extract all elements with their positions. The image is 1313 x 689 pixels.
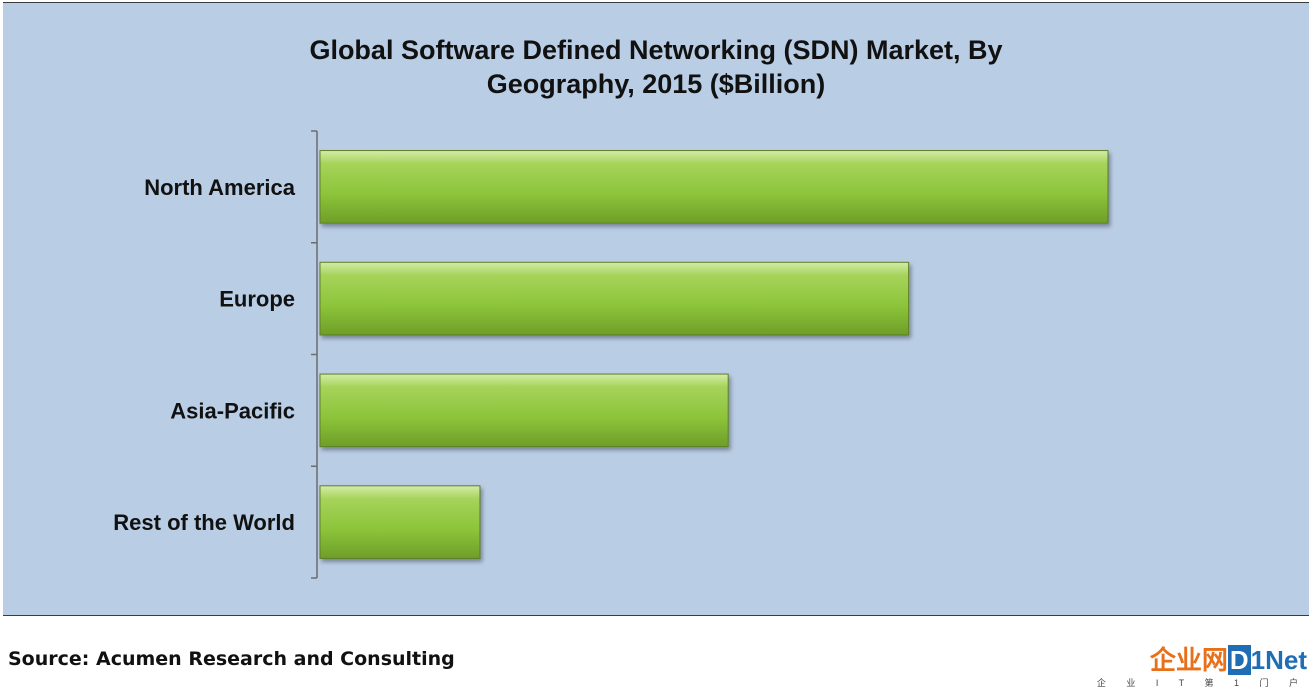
- logo-cn-text: 企业网: [1149, 645, 1228, 675]
- brand-logo: 企业网D1Net 企 业 I T 第 1 门 户: [1097, 645, 1307, 688]
- source-note: Source: Acumen Research and Consulting: [8, 648, 455, 670]
- bar-north-america: [319, 150, 1109, 224]
- chart-title-line-2: Geography, 2015 ($Billion): [486, 69, 826, 99]
- bar-asia-pacific: [319, 373, 729, 448]
- chart-area: Global Software Defined Networking (SDN)…: [3, 2, 1309, 616]
- bar-plot: North America Europe Asia-Pacific Rest of t…: [113, 130, 1109, 579]
- chart-title: Global Software Defined Networking (SDN)…: [3, 33, 1309, 101]
- category-labels: North America Europe Asia-Pacific Rest of t…: [113, 175, 295, 535]
- bar-rest-of-the-world: [319, 485, 481, 559]
- bar-europe: [319, 261, 910, 336]
- category-label: Europe: [219, 287, 295, 312]
- logo-subtitle: 企 业 I T 第 1 门 户: [1096, 678, 1307, 688]
- chart-title-line-1: Global Software Defined Networking (SDN)…: [309, 35, 1003, 65]
- y-axis: [311, 130, 318, 579]
- category-label: North America: [144, 175, 296, 200]
- bars: [319, 150, 1109, 559]
- logo-d-text: D: [1227, 645, 1251, 675]
- category-label: Rest of the World: [113, 510, 295, 535]
- category-label: Asia-Pacific: [170, 398, 295, 423]
- logo-net-text: 1Net: [1250, 645, 1307, 675]
- logo-wordmark: 企业网D1Net: [1149, 645, 1307, 675]
